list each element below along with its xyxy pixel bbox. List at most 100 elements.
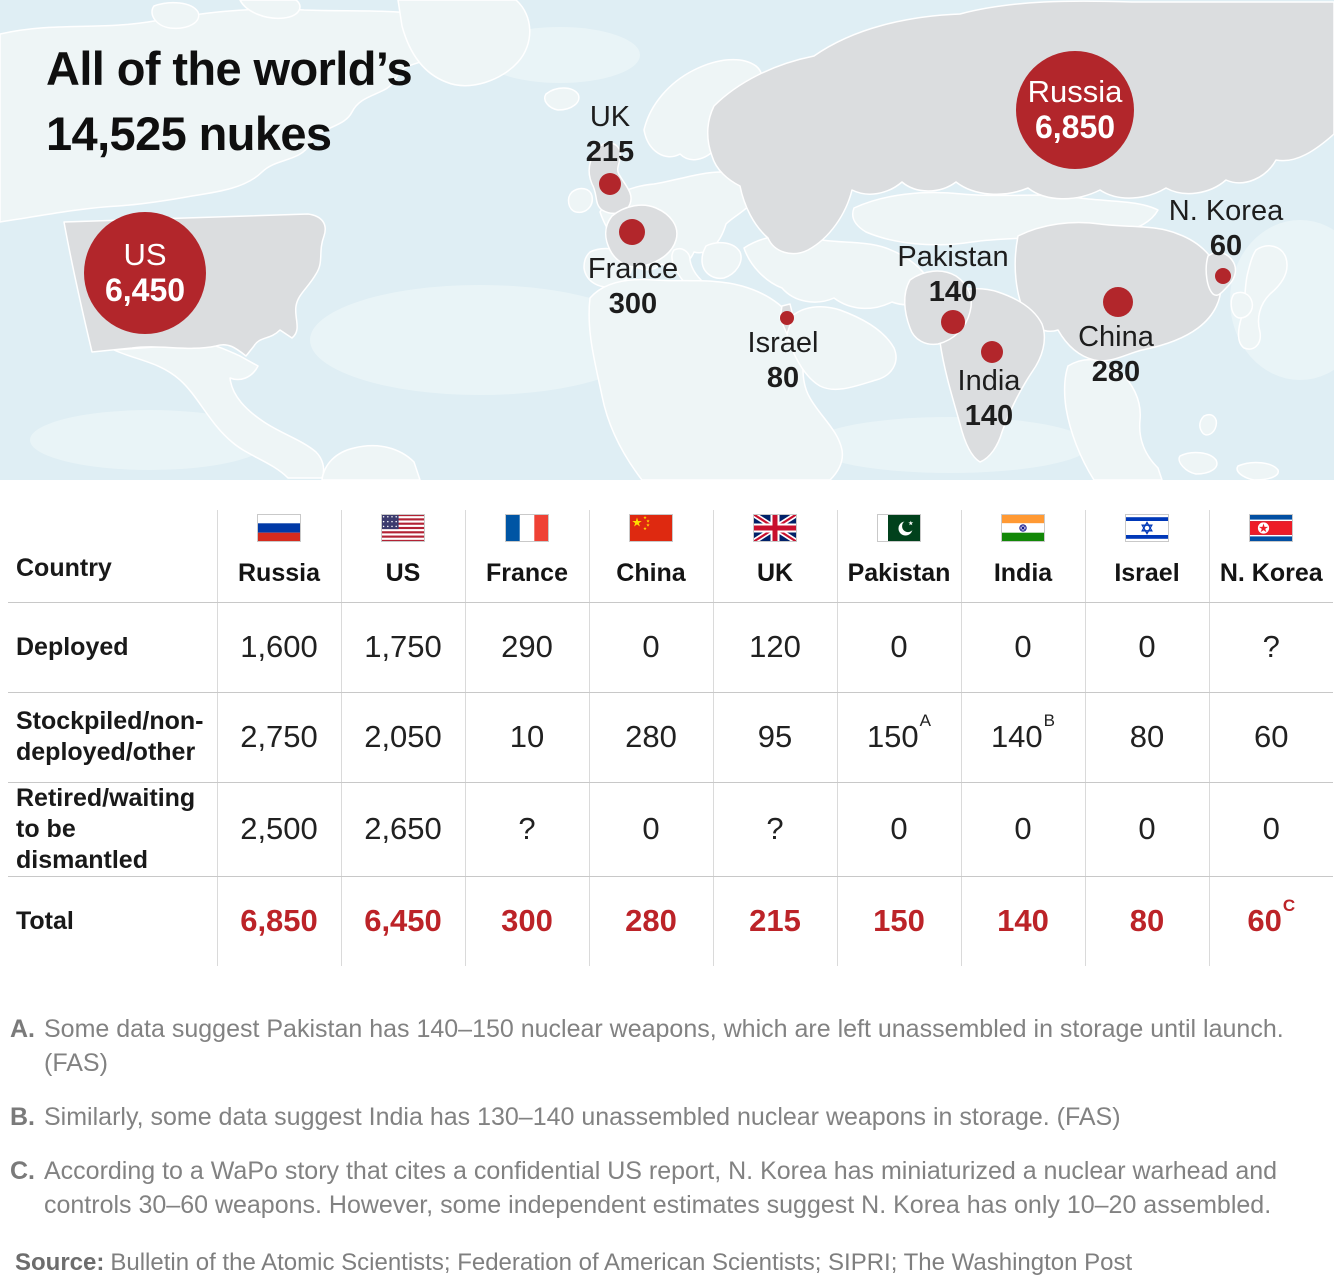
map-country-name: UK <box>589 101 631 133</box>
cell-pakistan-total: 150 <box>836 876 961 966</box>
map-country-name: France <box>587 253 679 285</box>
cell-israel-total: 80 <box>1084 876 1209 966</box>
footnote-text: Some data suggest Pakistan has 140–150 n… <box>44 1015 1284 1077</box>
cell-india-stockpiled: 140B <box>960 692 1085 783</box>
map-country-name: China <box>1078 321 1154 353</box>
cell-india-retired: 0 <box>960 782 1085 877</box>
map-label-israel: Israel 80 <box>748 326 819 396</box>
cell-china-stockpiled: 280 <box>588 692 713 783</box>
cell-nkorea-deployed: ? <box>1208 602 1333 693</box>
map-dot-israel <box>780 311 794 325</box>
column-header-israel: Israel <box>1084 510 1209 603</box>
map-country-value: 300 <box>608 288 658 320</box>
map-dot-china <box>1103 287 1133 317</box>
cell-russia-retired: 2,500 <box>216 782 341 877</box>
footnote-text: Similarly, some data suggest India has 1… <box>44 1103 1121 1131</box>
map-dot-uk <box>599 173 621 195</box>
map-country-name: Pakistan <box>897 241 1009 273</box>
cell-nkorea-stockpiled: 60 <box>1208 692 1333 783</box>
page-title-line1: All of the world’s <box>46 42 413 95</box>
landmass-iceland <box>544 87 580 111</box>
map-dot-france <box>619 219 645 245</box>
page-title-line2: 14,525 nukes <box>46 107 332 160</box>
page-title: All of the world’s 14,525 nukes <box>46 36 413 166</box>
cell-pakistan-stockpiled: 150A <box>836 692 961 783</box>
map-label-nkorea: N. Korea 60 <box>1169 194 1283 264</box>
map-country-name: Israel <box>747 327 819 359</box>
landmass-mexico <box>113 342 325 479</box>
country-india <box>937 287 1046 463</box>
landmass-south-america <box>321 444 421 480</box>
cell-india-deployed: 0 <box>960 602 1085 693</box>
map-country-name: N. Korea <box>1168 195 1284 227</box>
map-dot-pakistan <box>941 310 965 334</box>
landmass-ireland <box>567 187 594 214</box>
column-header-france: France <box>464 510 589 603</box>
column-header-china: China <box>588 510 713 603</box>
footnote-label: B. <box>10 1103 35 1131</box>
cell-china-total: 280 <box>588 876 713 966</box>
source-line: Source: Bulletin of the Atomic Scientists… <box>15 1248 1334 1278</box>
column-country-name: N. Korea <box>1219 558 1323 587</box>
footnote-a: A. Some data suggest Pakistan has 140–150… <box>10 1012 1306 1080</box>
footnotes: A. Some data suggest Pakistan has 140–150… <box>10 1012 1306 1222</box>
world-map-section: All of the world’s 14,525 nukes US 6,450 Ru… <box>0 0 1334 480</box>
landmass-indonesia <box>1178 451 1218 475</box>
column-header-us: US <box>340 510 465 603</box>
bubble-country-name: Russia <box>1027 74 1123 109</box>
column-header-pakistan: Pakistan <box>836 510 961 603</box>
landmass-africa <box>588 278 844 480</box>
bubble-country-value: 6,450 <box>104 272 186 308</box>
india-flag-icon <box>1001 513 1045 542</box>
cell-france-stockpiled: 10 <box>464 692 589 783</box>
map-bubble-us: US 6,450 <box>84 212 206 334</box>
cell-pakistan-retired: 0 <box>836 782 961 877</box>
table-header-row: Country Russia US France China UK Pakistan Ind… <box>8 510 1333 603</box>
column-country-name: Pakistan <box>847 558 951 587</box>
map-dot-india <box>981 341 1003 363</box>
cell-nkorea-retired: 0 <box>1208 782 1333 877</box>
bubble-country-value: 6,850 <box>1034 109 1116 145</box>
cell-france-total: 300 <box>464 876 589 966</box>
cell-france-retired: ? <box>464 782 589 877</box>
cell-uk-stockpiled: 95 <box>712 692 837 783</box>
column-header-nkorea: N. Korea <box>1208 510 1333 603</box>
russia-flag-icon <box>257 513 301 542</box>
table-row-total: Total 6,850 6,450 300 280 215 150 140 80 60C <box>8 876 1333 966</box>
map-label-uk: UK 215 <box>586 100 634 170</box>
nukes-table: Country Russia US France China UK Pakistan Ind… <box>8 510 1333 966</box>
map-label-pakistan: Pakistan 140 <box>897 240 1008 310</box>
footnote-label: A. <box>10 1015 35 1043</box>
table-row-retired: Retired/waiting to be dismantled 2,500 2,… <box>8 782 1333 877</box>
cell-israel-stockpiled: 80 <box>1084 692 1209 783</box>
arsenal-table-section: Country Russia US France China UK Pakistan Ind… <box>8 510 1334 966</box>
landmass-s-korea <box>1230 291 1254 319</box>
us-flag-icon <box>381 513 425 542</box>
column-country-name: France <box>486 558 568 587</box>
landmass-canada <box>0 8 457 223</box>
footnote-ref-b: B <box>1043 711 1056 731</box>
cell-uk-total: 215 <box>712 876 837 966</box>
uk-flag-icon <box>753 513 797 542</box>
cell-uk-retired: ? <box>712 782 837 877</box>
map-country-value: 280 <box>1091 356 1141 388</box>
map-country-value: 80 <box>766 362 800 394</box>
cell-india-total: 140 <box>960 876 1085 966</box>
cell-israel-deployed: 0 <box>1084 602 1209 693</box>
column-header-india: India <box>960 510 1085 603</box>
cell-us-stockpiled: 2,050 <box>340 692 465 783</box>
map-country-value: 60 <box>1209 230 1243 262</box>
row-header-deployed: Deployed <box>8 602 217 693</box>
footnote-label: C. <box>10 1157 35 1185</box>
cell-uk-deployed: 120 <box>712 602 837 693</box>
landmass-arctic-island <box>151 1 200 30</box>
row-header-retired: Retired/waiting to be dismantled <box>8 782 217 877</box>
bubble-country-name: US <box>123 237 167 272</box>
cell-china-retired: 0 <box>588 782 713 877</box>
row-header-country: Country <box>8 510 217 603</box>
row-header-stockpiled: Stockpiled/non-deployed/other <box>8 692 217 783</box>
cell-us-retired: 2,650 <box>340 782 465 877</box>
landmass-balkans <box>701 241 742 280</box>
map-label-china: China 280 <box>1078 320 1154 390</box>
